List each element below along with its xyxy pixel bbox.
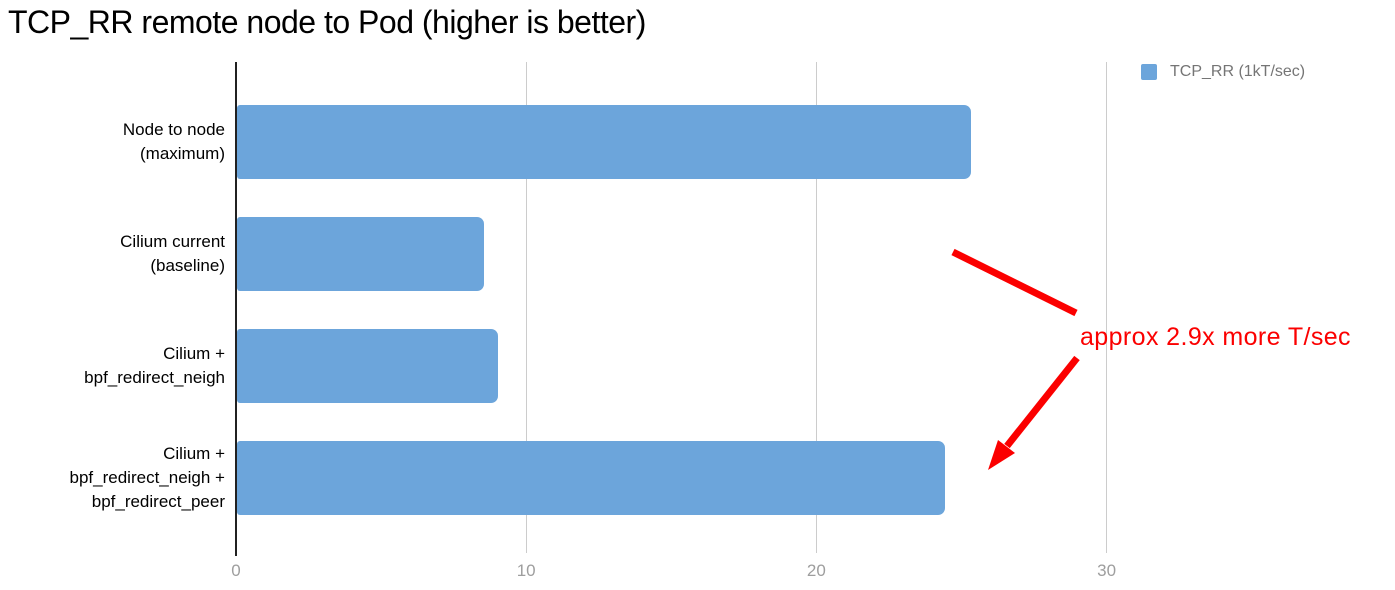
x-tick-label-20: 20: [806, 561, 826, 580]
arrowhead-icon: [988, 440, 1015, 470]
gridline-30: [1106, 62, 1108, 553]
bar-1: [237, 217, 484, 291]
x-tick-label-0: 0: [231, 561, 241, 580]
x-tick-label-10: 10: [516, 561, 536, 580]
category-label-line: Cilium current: [120, 232, 225, 251]
legend-swatch-icon: [1141, 64, 1157, 80]
annotation-line-upper: [951, 248, 1078, 317]
annotation-line-lower: [1004, 355, 1080, 449]
y-axis-line: [235, 62, 237, 556]
category-label-line: bpf_redirect_neigh +: [69, 468, 225, 487]
gridline-10: [525, 62, 527, 553]
category-label-0: Node to node (maximum): [0, 118, 225, 166]
category-label-line: Cilium +: [163, 444, 225, 463]
category-label-line: (baseline): [150, 256, 225, 275]
x-tick-label-30: 30: [1097, 561, 1117, 580]
legend: TCP_RR (1kT/sec): [1141, 63, 1305, 81]
category-label-1: Cilium current (baseline): [0, 230, 225, 278]
bar-0: [237, 105, 971, 179]
annotation-text: approx 2.9x more T/sec: [1080, 323, 1351, 351]
category-label-3: Cilium + bpf_redirect_neigh + bpf_redirect…: [0, 442, 225, 514]
legend-label: TCP_RR (1kT/sec): [1170, 63, 1306, 80]
category-label-line: Node to node: [122, 120, 225, 139]
category-label-line: (maximum): [140, 144, 225, 163]
chart-title: TCP_RR remote node to Pod (higher is bet…: [8, 4, 646, 40]
category-label-2: Cilium + bpf_redirect_neigh: [0, 342, 225, 390]
category-label-line: bpf_redirect_peer: [91, 492, 225, 511]
bar-2: [237, 329, 498, 403]
category-label-line: bpf_redirect_neigh: [84, 368, 225, 387]
category-label-line: Cilium +: [163, 344, 225, 363]
gridline-20: [815, 62, 817, 553]
bar-3: [237, 441, 945, 515]
